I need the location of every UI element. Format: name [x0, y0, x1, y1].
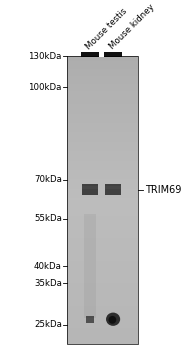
Bar [82, 186, 98, 189]
Text: 100kDa: 100kDa [28, 83, 62, 92]
Text: 40kDa: 40kDa [34, 261, 62, 271]
Text: 55kDa: 55kDa [34, 214, 62, 223]
Text: Mouse testis: Mouse testis [84, 7, 129, 51]
Bar [85, 316, 94, 323]
Text: 35kDa: 35kDa [34, 279, 62, 288]
Bar [105, 186, 121, 189]
Text: 130kDa: 130kDa [28, 52, 62, 61]
Bar [67, 56, 138, 344]
Bar [82, 184, 98, 195]
Ellipse shape [106, 313, 120, 326]
Ellipse shape [108, 316, 116, 324]
Bar [105, 184, 121, 195]
Text: Mouse kidney: Mouse kidney [108, 3, 156, 51]
Bar [81, 52, 122, 57]
Text: 70kDa: 70kDa [34, 175, 62, 184]
Bar [99, 52, 104, 57]
Text: TRIM69: TRIM69 [145, 185, 181, 195]
Bar [84, 214, 96, 318]
Text: 25kDa: 25kDa [34, 321, 62, 329]
